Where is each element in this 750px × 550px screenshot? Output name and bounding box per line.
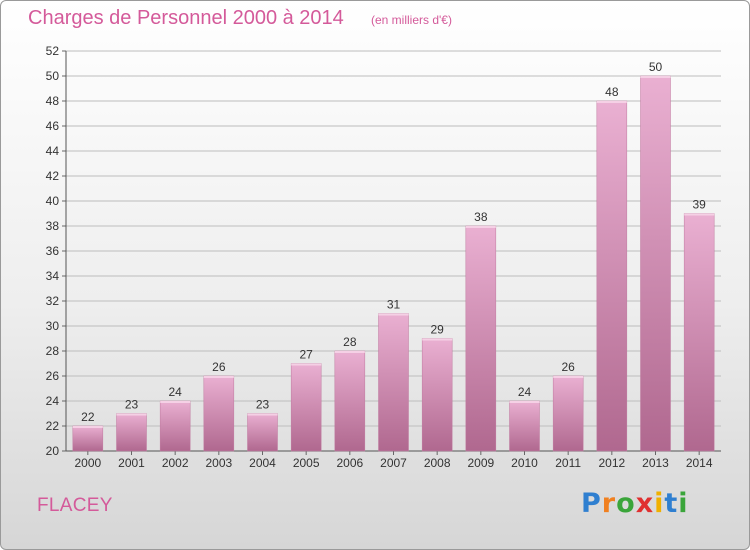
bar bbox=[334, 350, 366, 452]
bar-highlight bbox=[247, 413, 278, 416]
x-tick-label: 2000 bbox=[74, 456, 101, 470]
x-tick-label: 2007 bbox=[380, 456, 407, 470]
y-tick-label: 42 bbox=[46, 169, 60, 183]
x-tick-label: 2011 bbox=[555, 456, 581, 470]
y-tick-label: 48 bbox=[46, 94, 60, 108]
y-tick-label: 24 bbox=[46, 394, 60, 408]
bar-highlight bbox=[509, 401, 540, 403]
data-label: 23 bbox=[256, 398, 270, 412]
commune-name: FLACEY bbox=[37, 495, 113, 516]
x-tick-label: 2008 bbox=[424, 456, 451, 470]
data-label: 23 bbox=[125, 398, 139, 412]
bar bbox=[465, 225, 497, 452]
bar bbox=[159, 400, 191, 452]
data-label: 26 bbox=[212, 360, 226, 374]
bar bbox=[421, 338, 453, 452]
data-label: 22 bbox=[81, 410, 95, 424]
y-tick-label: 50 bbox=[46, 69, 60, 83]
bar-highlight bbox=[72, 426, 103, 428]
bar bbox=[116, 413, 147, 452]
y-tick-label: 52 bbox=[46, 44, 60, 58]
bar-highlight bbox=[378, 313, 409, 316]
bar-highlight bbox=[334, 351, 365, 353]
data-label: 31 bbox=[387, 298, 401, 312]
bar-highlight bbox=[640, 76, 671, 78]
y-tick-label: 40 bbox=[46, 194, 60, 208]
bar bbox=[509, 400, 540, 452]
bar-highlight bbox=[291, 363, 322, 366]
y-tick-label: 38 bbox=[46, 219, 60, 233]
bar-highlight bbox=[160, 401, 191, 403]
bar-highlight bbox=[684, 213, 715, 216]
y-tick-label: 44 bbox=[46, 144, 60, 158]
x-tick-label: 2009 bbox=[467, 456, 494, 470]
data-label: 27 bbox=[299, 348, 313, 362]
x-tick-label: 2003 bbox=[205, 456, 232, 470]
bars bbox=[72, 75, 715, 452]
bar bbox=[378, 313, 409, 452]
y-tick-label: 26 bbox=[46, 369, 60, 383]
y-tick-label: 34 bbox=[46, 269, 60, 283]
data-label: 48 bbox=[605, 85, 619, 99]
bar-highlight bbox=[553, 376, 584, 378]
labels: 2000 22 2001 23 2002 24 2003 26 2004 23 2005 27 2006… bbox=[74, 60, 712, 470]
x-tick-label: 2004 bbox=[249, 456, 276, 470]
bar-highlight bbox=[116, 413, 147, 416]
data-label: 29 bbox=[430, 323, 444, 337]
y-tick-label: 20 bbox=[46, 444, 60, 458]
axes: 20 22 24 26 28 30 32 34 36 38 40 42 44 46 48 50 52 bbox=[46, 44, 721, 458]
x-tick-label: 2012 bbox=[598, 456, 625, 470]
x-tick-label: 2014 bbox=[686, 456, 713, 470]
x-tick-label: 2006 bbox=[336, 456, 363, 470]
data-label: 24 bbox=[168, 385, 182, 399]
bar bbox=[203, 375, 235, 452]
data-label: 39 bbox=[692, 198, 706, 212]
data-label: 50 bbox=[649, 60, 663, 74]
y-tick-label: 32 bbox=[46, 294, 60, 308]
x-tick-label: 2005 bbox=[293, 456, 320, 470]
y-tick-label: 28 bbox=[46, 344, 60, 358]
bar-highlight bbox=[596, 101, 627, 103]
bar-highlight bbox=[203, 376, 234, 378]
data-label: 28 bbox=[343, 335, 357, 349]
y-tick-label: 36 bbox=[46, 244, 60, 258]
x-tick-label: 2010 bbox=[511, 456, 538, 470]
y-tick-label: 30 bbox=[46, 319, 60, 333]
bar bbox=[247, 413, 278, 452]
bar bbox=[72, 425, 104, 452]
data-label: 24 bbox=[518, 385, 532, 399]
proxiti-logo[interactable]: Proxiti bbox=[581, 488, 689, 519]
chart-title: Charges de Personnel 2000 à 2014 bbox=[28, 7, 344, 29]
bar bbox=[640, 75, 671, 452]
bar bbox=[552, 375, 584, 452]
x-tick-label: 2001 bbox=[118, 456, 145, 470]
bar bbox=[596, 100, 628, 452]
x-tick-label: 2002 bbox=[162, 456, 189, 470]
data-label: 38 bbox=[474, 210, 488, 224]
bar-highlight bbox=[422, 338, 453, 341]
data-label: 26 bbox=[561, 360, 575, 374]
y-tick-label: 22 bbox=[46, 419, 60, 433]
bar bbox=[683, 213, 715, 452]
chart-subtitle: (en milliers d'€) bbox=[371, 13, 452, 27]
bar bbox=[290, 363, 322, 452]
bar-highlight bbox=[465, 226, 496, 228]
x-tick-label: 2013 bbox=[642, 456, 669, 470]
y-tick-label: 46 bbox=[46, 119, 60, 133]
